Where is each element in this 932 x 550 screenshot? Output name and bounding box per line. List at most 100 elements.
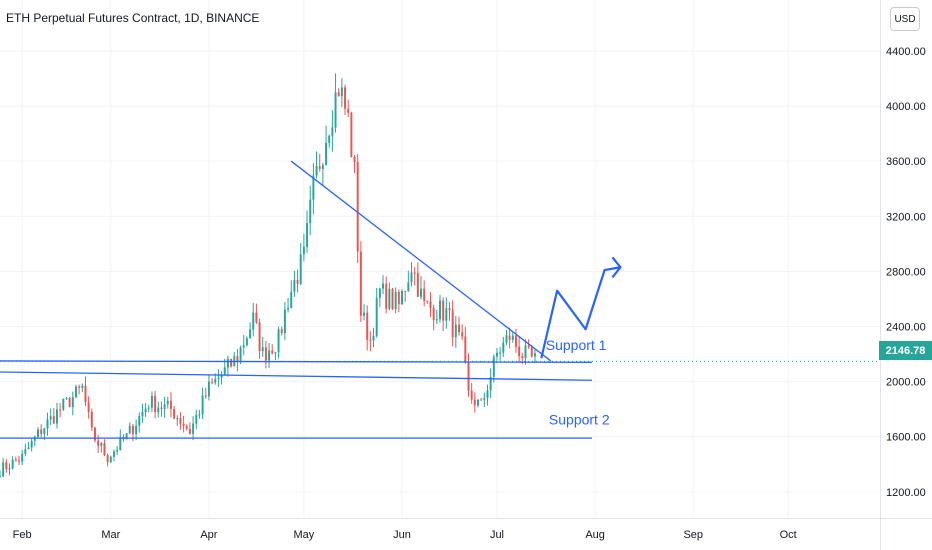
candle-body: [363, 312, 366, 316]
candle: [90, 408, 93, 431]
candle-body: [464, 336, 467, 363]
candle: [106, 453, 109, 467]
candle: [486, 384, 489, 406]
candle: [21, 449, 24, 465]
candle-body: [274, 352, 277, 354]
candle: [119, 429, 122, 451]
candle: [8, 463, 11, 476]
candle: [258, 318, 261, 359]
candle-body: [302, 246, 305, 255]
candle: [71, 391, 74, 416]
currency-button[interactable]: USD: [890, 7, 920, 31]
candle-body: [40, 429, 43, 434]
candle: [179, 412, 182, 430]
candle: [353, 155, 356, 173]
candle-body: [533, 353, 536, 357]
candle-body: [445, 308, 448, 321]
candle-body: [220, 374, 223, 378]
candle: [331, 110, 334, 152]
candle-body: [192, 423, 195, 434]
candle-body: [477, 399, 479, 406]
candle-body: [78, 386, 81, 388]
candle: [416, 262, 419, 297]
candle-body: [249, 329, 252, 339]
candle: [18, 455, 20, 466]
candle: [268, 343, 271, 368]
candle-body: [169, 400, 172, 409]
candle-body: [14, 459, 17, 461]
candle-body: [59, 409, 62, 411]
candle: [385, 276, 388, 314]
candle: [81, 383, 84, 393]
candle: [242, 334, 245, 356]
candle-body: [391, 288, 394, 310]
candle-body: [489, 376, 492, 391]
candle: [112, 449, 115, 462]
candle-body: [62, 398, 65, 410]
candle: [404, 290, 407, 302]
candle-body: [388, 288, 391, 309]
candle-body: [2, 462, 5, 477]
x-tick-label: Oct: [780, 529, 797, 541]
candle-body: [109, 456, 112, 463]
candle-body: [518, 346, 521, 357]
candle-body: [429, 301, 432, 308]
candle: [477, 399, 479, 408]
candle: [499, 347, 502, 361]
candle: [439, 294, 441, 323]
candle-body: [514, 335, 517, 347]
candle: [375, 287, 378, 338]
candle-body: [334, 92, 337, 128]
candle: [467, 353, 470, 397]
candle-body: [271, 350, 274, 354]
candle: [264, 340, 267, 369]
y-tick-label: 2400.00: [886, 322, 926, 334]
candle-body: [442, 300, 445, 321]
candle: [372, 327, 375, 348]
candle-body: [283, 309, 286, 333]
candle-body: [407, 282, 410, 292]
candle: [435, 309, 438, 324]
candle: [252, 302, 255, 337]
candle-body: [100, 443, 103, 446]
candle: [188, 422, 191, 435]
candle-body: [236, 356, 239, 363]
candle-body: [223, 367, 226, 375]
candle: [280, 326, 283, 336]
candle-body: [268, 350, 271, 361]
candle-body: [179, 418, 182, 424]
candle: [378, 287, 381, 308]
candle-body: [435, 319, 438, 321]
candle-body: [448, 308, 451, 311]
candle-body: [420, 288, 422, 297]
candle: [249, 322, 252, 339]
drawings[interactable]: Support 1 Support 2: [0, 160, 880, 439]
candle: [454, 315, 457, 349]
y-tick-label: 3200.00: [886, 211, 926, 223]
candle-body: [8, 468, 11, 470]
candle-body: [423, 288, 426, 301]
candle: [394, 287, 397, 314]
candle: [78, 384, 81, 395]
candle: [483, 392, 486, 408]
candle: [283, 301, 286, 341]
candle-body: [166, 400, 169, 405]
candle: [461, 324, 464, 341]
candle: [230, 358, 233, 368]
candle: [518, 336, 521, 363]
x-tick-label: Mar: [101, 529, 120, 541]
candle-body: [49, 416, 52, 420]
candle-body: [0, 476, 1, 478]
candle-body: [264, 347, 267, 361]
candle-body: [173, 408, 176, 419]
candle-body: [372, 335, 375, 341]
candle: [5, 459, 8, 473]
candle: [163, 396, 166, 418]
candle-body: [321, 164, 324, 169]
candle-body: [198, 414, 201, 416]
candle: [261, 336, 264, 358]
candle-body: [141, 411, 144, 417]
